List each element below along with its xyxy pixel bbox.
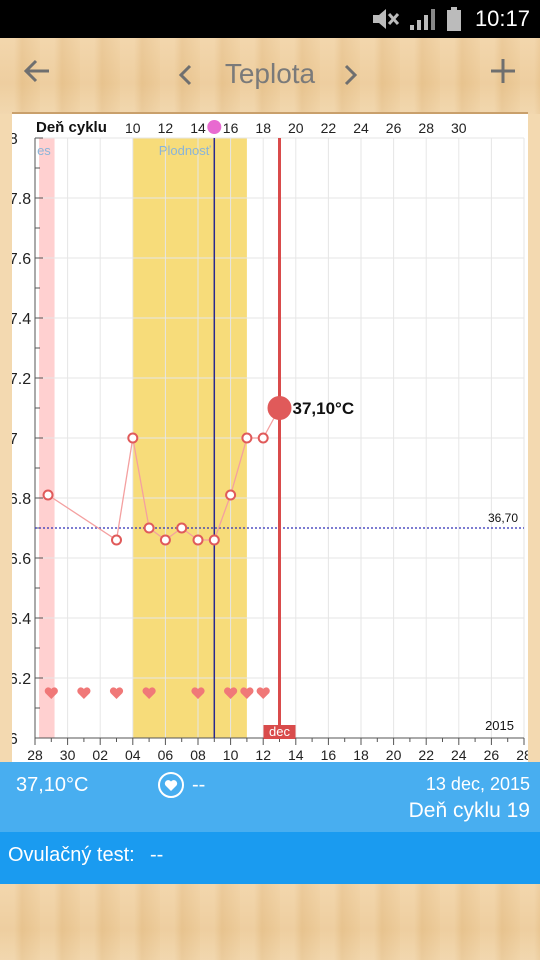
coverline-label: 36,70 bbox=[488, 511, 518, 525]
heart-icon bbox=[142, 687, 156, 699]
y-tick-label: 37.4 bbox=[12, 311, 31, 328]
y-tick-label: 36.4 bbox=[12, 611, 31, 628]
app-bar-divider bbox=[12, 112, 528, 114]
y-tick-label: 36 bbox=[12, 731, 18, 748]
temperature-point bbox=[241, 432, 253, 444]
cycle-day-tick: 22 bbox=[321, 120, 337, 136]
temperature-point bbox=[208, 534, 220, 546]
temperature-point bbox=[127, 432, 139, 444]
temperature-point bbox=[111, 534, 122, 546]
ovulation-test-label: Ovulačný test: bbox=[8, 844, 135, 866]
bottom-background bbox=[0, 884, 540, 960]
mute-icon bbox=[370, 6, 400, 37]
cycle-day-tick: 26 bbox=[386, 120, 402, 136]
cycle-day-axis-title: Deň cyklu bbox=[36, 119, 107, 136]
date-tick: 26 bbox=[484, 747, 500, 762]
y-tick-label: 38 bbox=[12, 131, 18, 148]
temperature-point bbox=[143, 522, 155, 534]
plus-icon[interactable] bbox=[488, 56, 518, 91]
date-tick: 06 bbox=[158, 747, 174, 762]
cycle-day-tick: 30 bbox=[451, 120, 467, 136]
current-temperature-point bbox=[267, 396, 292, 420]
fertile-window-label: Plodnosť bbox=[159, 143, 211, 158]
heart-icon bbox=[158, 772, 184, 798]
arrow-left-icon[interactable] bbox=[22, 56, 52, 91]
ovulation-test-row[interactable]: Ovulačný test: -- bbox=[0, 832, 540, 884]
date-tick: 08 bbox=[190, 747, 206, 762]
date-tick: 18 bbox=[353, 747, 369, 762]
selected-date: 13 dec, 2015 bbox=[425, 774, 530, 794]
date-tick: 02 bbox=[92, 747, 108, 762]
date-tick: 10 bbox=[223, 747, 239, 762]
ovulation-marker-icon bbox=[207, 120, 222, 134]
date-tick: 22 bbox=[418, 747, 434, 762]
ovulation-test-value: -- bbox=[150, 844, 164, 866]
y-tick-label: 37.2 bbox=[12, 371, 31, 388]
heart-icon bbox=[256, 687, 270, 699]
heart-icon bbox=[240, 687, 254, 699]
signal-icon bbox=[408, 6, 438, 37]
heart-icon bbox=[191, 687, 205, 699]
clock: 10:17 bbox=[474, 6, 530, 31]
temperature-chart[interactable]: 38 37.8 37.6 37.4 37.2 37 36.8 36.6 36.4 36.2 36 De… bbox=[0, 114, 532, 763]
battery-icon bbox=[446, 6, 462, 37]
temperature-point bbox=[159, 534, 171, 546]
heart-icon bbox=[77, 687, 91, 699]
app-bar: Teplota bbox=[0, 38, 540, 114]
date-tick: 14 bbox=[288, 747, 304, 762]
temperature-point bbox=[192, 534, 204, 546]
heart-icon bbox=[223, 687, 238, 699]
cycle-day: Deň cyklu 19 bbox=[408, 799, 530, 822]
date-tick: 04 bbox=[125, 747, 141, 762]
cycle-day-tick: 20 bbox=[288, 120, 304, 136]
date-tick: 16 bbox=[321, 747, 337, 762]
cycle-day-tick: 12 bbox=[158, 120, 174, 136]
y-tick-label: 37.8 bbox=[12, 191, 31, 208]
temperature-point bbox=[42, 489, 54, 501]
temperature-point bbox=[176, 522, 188, 534]
page-title: Teplota bbox=[224, 58, 316, 89]
current-month-badge bbox=[263, 725, 296, 739]
status-bar: 10:17 bbox=[0, 0, 540, 38]
heart-icon bbox=[109, 687, 124, 699]
date-tick: 28 bbox=[516, 747, 528, 762]
temperature-point bbox=[257, 432, 269, 444]
heart-icon bbox=[44, 687, 58, 699]
intercourse-value: -- bbox=[192, 774, 206, 796]
date-tick: 12 bbox=[255, 747, 271, 762]
y-tick-label: 37.6 bbox=[12, 251, 31, 268]
chevron-left-icon[interactable] bbox=[176, 62, 196, 93]
y-tick-label: 36.8 bbox=[12, 491, 31, 508]
selected-temperature: 37,10°C bbox=[16, 774, 89, 796]
cycle-day-tick: 16 bbox=[223, 120, 239, 136]
y-tick-label: 37 bbox=[12, 431, 18, 448]
year-label: 2015 bbox=[485, 718, 514, 733]
cycle-day-tick: 10 bbox=[125, 120, 141, 136]
current-temperature-label: 37,10°C bbox=[293, 399, 355, 418]
period-band-label: es bbox=[37, 143, 51, 158]
cycle-day-tick: 18 bbox=[255, 120, 271, 136]
selected-day-info[interactable]: 37,10°C -- 13 dec, 2015 Deň cyklu 19 bbox=[0, 762, 540, 832]
y-tick-label: 36.2 bbox=[12, 671, 31, 688]
temperature-chart-svg: 38 37.8 37.6 37.4 37.2 37 36.8 36.6 36.4 36.2 36 De… bbox=[0, 119, 532, 763]
cycle-day-tick: 14 bbox=[190, 120, 206, 136]
date-tick: 28 bbox=[27, 747, 43, 762]
date-tick: 24 bbox=[451, 747, 467, 762]
chevron-right-icon[interactable] bbox=[340, 62, 360, 93]
date-tick: 20 bbox=[386, 747, 402, 762]
date-tick: 30 bbox=[60, 747, 76, 762]
temperature-point bbox=[225, 489, 237, 501]
y-tick-label: 36.6 bbox=[12, 551, 31, 568]
cycle-day-tick: 24 bbox=[353, 120, 369, 136]
current-month-label: dec bbox=[269, 724, 290, 739]
cycle-day-tick: 28 bbox=[418, 120, 434, 136]
